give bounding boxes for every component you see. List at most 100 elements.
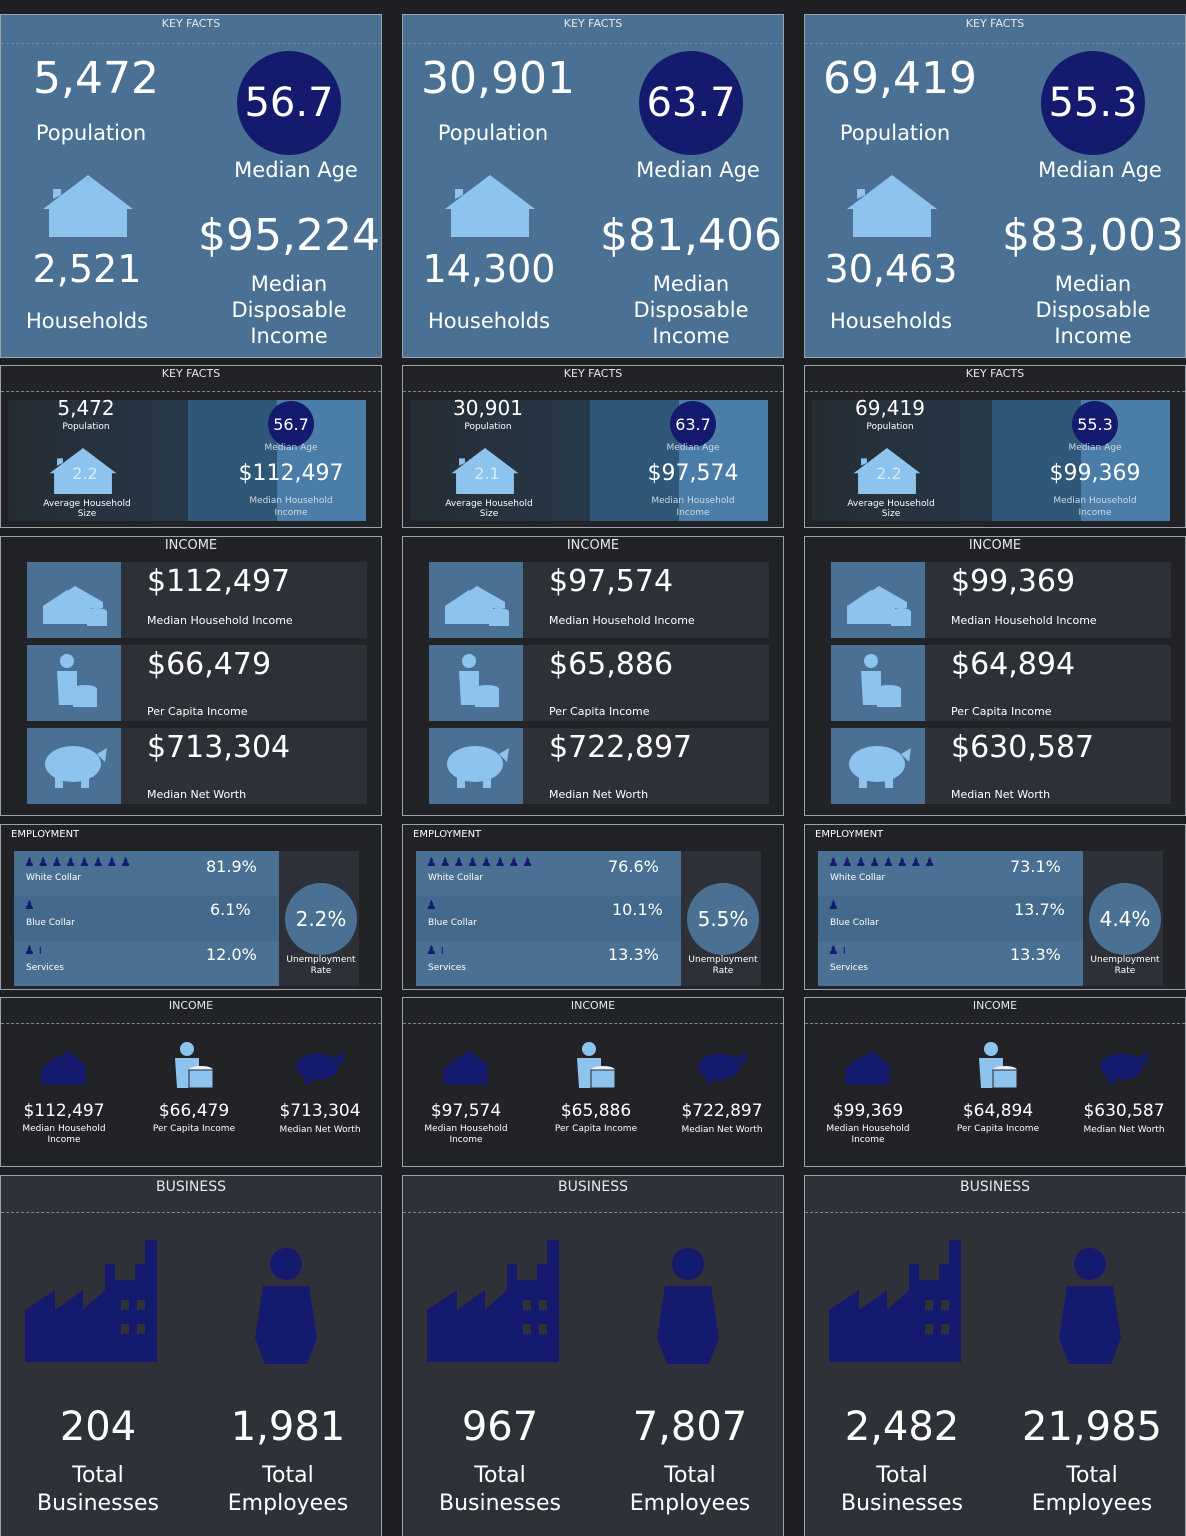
blue-collar-value: 13.7% bbox=[1014, 900, 1065, 919]
person-coins-icon bbox=[861, 654, 901, 707]
median-age-value: 56.7 bbox=[273, 414, 309, 434]
population-value: 69,419 bbox=[855, 396, 925, 420]
label-line: Income bbox=[851, 1135, 885, 1145]
median-age-value: 55.3 bbox=[1048, 80, 1138, 126]
unemployment-circle: 2.2% bbox=[285, 883, 357, 955]
per-capita-income-label: Per Capita Income bbox=[951, 705, 1052, 718]
label-line: Rate bbox=[1114, 966, 1136, 976]
label-line: Total bbox=[664, 1463, 716, 1488]
business-panel: BUSINESS 2,482 Total Businesses 21,985 To… bbox=[804, 1175, 1186, 1536]
per-capita-income-value: $65,886 bbox=[560, 1101, 632, 1121]
income-row-per-capita: $66,479 Per Capita Income bbox=[27, 645, 367, 721]
label-line: Total bbox=[474, 1463, 526, 1488]
per-capita-income-label: Per Capita Income bbox=[554, 1124, 638, 1134]
house-icon bbox=[445, 175, 535, 237]
white-collar-row: ♟♟♟♟♟♟♟♟ White Collar 81.9% bbox=[14, 851, 279, 896]
population-value: 5,472 bbox=[33, 53, 159, 104]
median-household-income-label: Median Household Income bbox=[549, 614, 695, 627]
median-age-circle: 56.7 bbox=[268, 401, 314, 447]
services-row: ♟ ı Services 12.0% bbox=[14, 941, 279, 986]
blue-collar-row: ♟ Blue Collar 13.7% bbox=[818, 896, 1083, 941]
house-icon bbox=[451, 448, 519, 494]
population-value: 30,901 bbox=[453, 396, 523, 420]
median-net-worth-label: Median Net Worth bbox=[951, 788, 1051, 801]
section-title: KEY FACTS bbox=[161, 367, 221, 380]
person-icon bbox=[255, 1248, 317, 1364]
median-age-circle: 56.7 bbox=[237, 51, 341, 155]
per-capita-income-label: Per Capita Income bbox=[152, 1124, 236, 1134]
services-label: Services bbox=[428, 963, 466, 973]
median-age-circle: 55.3 bbox=[1041, 51, 1145, 155]
white-collar-value: 81.9% bbox=[206, 857, 257, 876]
worker-icons: ♟♟♟♟♟♟♟♟ bbox=[426, 855, 537, 869]
total-businesses-label: Total Businesses bbox=[1, 1462, 195, 1518]
piggy-bank-icon bbox=[447, 746, 509, 788]
person-icon bbox=[1059, 1248, 1121, 1364]
person-coins-icon bbox=[979, 1042, 1018, 1089]
total-businesses-label: Total Businesses bbox=[805, 1462, 999, 1518]
piggy-bank-icon bbox=[1100, 1052, 1150, 1084]
median-age-circle: 63.7 bbox=[670, 401, 716, 447]
label-line: Disposable bbox=[1035, 298, 1151, 322]
total-businesses-value: 204 bbox=[59, 1404, 137, 1450]
label-line: Total bbox=[876, 1463, 928, 1488]
median-household-income-label: Median Household Income bbox=[951, 614, 1097, 627]
median-age-label: Median Age bbox=[1068, 443, 1122, 453]
median-household-income-label: Median Household Income bbox=[1005, 495, 1185, 519]
house-coins-icon bbox=[443, 1050, 488, 1085]
white-collar-value: 76.6% bbox=[608, 857, 659, 876]
median-disposable-income-value: $95,224 bbox=[198, 210, 380, 261]
divider bbox=[805, 1023, 1185, 1024]
label-line: Rate bbox=[712, 966, 734, 976]
per-capita-income-label: Per Capita Income bbox=[147, 705, 248, 718]
population-value: 5,472 bbox=[57, 396, 115, 420]
section-title: EMPLOYMENT bbox=[413, 829, 482, 840]
worker-icons: ♟ bbox=[24, 898, 35, 912]
house-coins-icon bbox=[845, 1050, 890, 1085]
blue-collar-label: Blue Collar bbox=[830, 918, 879, 928]
per-capita-income-value: $66,479 bbox=[147, 647, 272, 682]
income-panel: INCOME $99,369 Median Household Income $… bbox=[804, 536, 1186, 816]
label-line: Employees bbox=[227, 1491, 349, 1516]
label-line: Income bbox=[1054, 324, 1132, 348]
key-facts-compact-panel: KEY FACTS 5,472 Population 2.2 Average H… bbox=[0, 365, 382, 528]
area-column-2: KEY FACTS 30,901 Population 63.7 Median … bbox=[402, 0, 784, 1536]
population-label: Population bbox=[62, 422, 110, 432]
label-line: Median Household bbox=[826, 1124, 910, 1134]
label-line: Total bbox=[262, 1463, 314, 1488]
income-row-per-capita: $65,886 Per Capita Income bbox=[429, 645, 769, 721]
label-line: Total bbox=[1066, 1463, 1118, 1488]
services-label: Services bbox=[26, 963, 64, 973]
area-column-3: KEY FACTS 69,419 Population 55.3 Median … bbox=[804, 0, 1186, 1536]
factory-icon bbox=[25, 1240, 157, 1362]
unemployment-circle: 5.5% bbox=[687, 883, 759, 955]
population-label: Population bbox=[866, 422, 914, 432]
population-label: Population bbox=[437, 121, 549, 145]
median-household-income-label: Median Household Income bbox=[1, 1124, 127, 1146]
factory-icon bbox=[427, 1240, 559, 1362]
person-coins-icon bbox=[57, 654, 97, 707]
label-line: Unemployment bbox=[1090, 955, 1160, 965]
key-facts-compact-panel: KEY FACTS 30,901 Population 2.1 Average … bbox=[402, 365, 784, 528]
median-age-label: Median Age bbox=[234, 158, 358, 182]
section-title: INCOME bbox=[168, 999, 214, 1012]
blue-collar-label: Blue Collar bbox=[428, 918, 477, 928]
house-coins-icon bbox=[41, 1050, 86, 1085]
divider bbox=[403, 1023, 783, 1024]
employment-panel: EMPLOYMENT ♟♟♟♟♟♟♟♟ White Collar 76.6% ♟… bbox=[402, 824, 784, 990]
white-collar-label: White Collar bbox=[830, 873, 886, 883]
avg-household-size-value: 2.1 bbox=[474, 464, 500, 483]
population-label: Population bbox=[464, 422, 512, 432]
per-capita-income-value: $65,886 bbox=[549, 647, 674, 682]
label-line: Size bbox=[479, 509, 499, 519]
section-title: EMPLOYMENT bbox=[11, 829, 80, 840]
unemployment-label: Unemployment Rate bbox=[682, 955, 764, 977]
person-coins-icon bbox=[577, 1042, 616, 1089]
divider bbox=[805, 1212, 1185, 1213]
income-row-per-capita: $64,894 Per Capita Income bbox=[831, 645, 1171, 721]
population-value: 69,419 bbox=[823, 53, 977, 104]
label-line: Employees bbox=[629, 1491, 751, 1516]
avg-household-size-label: Average Household Size bbox=[805, 499, 977, 519]
label-line: Average Household bbox=[43, 499, 131, 509]
label-line: Median Household bbox=[1053, 496, 1137, 506]
